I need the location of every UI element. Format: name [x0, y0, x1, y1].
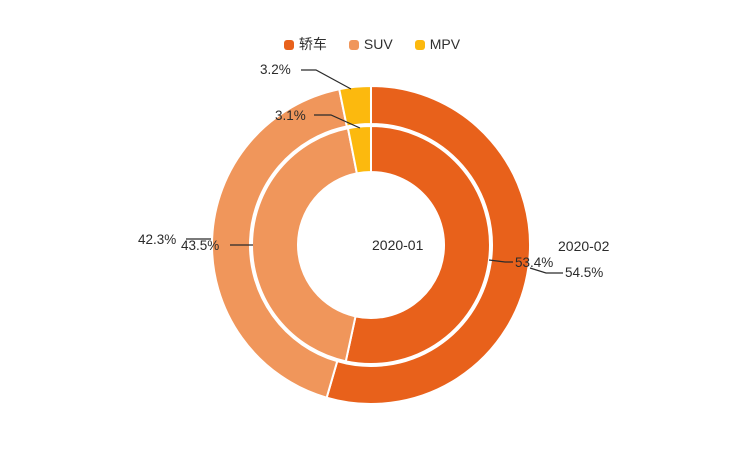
label-inner-suv: 43.5% [181, 238, 220, 253]
leader-outer-sedan [529, 267, 563, 274]
label-leader-lines [186, 69, 563, 274]
legend-item-sedan[interactable]: 轿车 [283, 36, 327, 52]
label-outer-mpv: 3.2% [260, 62, 291, 77]
chart-legend: 轿车 SUV MPV [0, 37, 744, 52]
segment-2020-02-MPV[interactable] [338, 85, 372, 128]
label-inner-sedan: 53.4% [515, 255, 554, 270]
segment-2020-02-轿车[interactable] [325, 85, 532, 405]
legend-marker-suv-icon [348, 39, 359, 50]
leader-outer-mpv [301, 69, 352, 90]
legend-label-mpv: MPV [429, 36, 461, 52]
legend-marker-mpv-icon [414, 39, 425, 50]
label-inner-mpv: 3.1% [275, 108, 306, 123]
label-outer-sedan: 54.5% [565, 265, 604, 280]
leader-inner-sedan [488, 259, 513, 263]
segment-2020-01-MPV[interactable] [346, 125, 372, 175]
ring-2020-01 [251, 125, 491, 365]
legend-marker-sedan-icon [283, 39, 294, 50]
segment-2020-01-轿车[interactable] [344, 125, 491, 365]
leader-inner-mpv [314, 114, 361, 129]
legend-label-suv: SUV [363, 36, 393, 52]
legend-item-suv[interactable]: SUV [348, 36, 393, 52]
legend-item-mpv[interactable]: MPV [414, 36, 461, 52]
ring-2020-02 [211, 85, 532, 405]
segment-2020-02-SUV[interactable] [211, 88, 348, 399]
legend-label-sedan: 轿车 [298, 36, 327, 52]
segment-2020-01-SUV[interactable] [251, 127, 358, 363]
inner-ring-title: 2020-01 [372, 237, 424, 253]
label-outer-suv: 42.3% [138, 232, 177, 247]
outer-ring-title: 2020-02 [558, 238, 610, 254]
